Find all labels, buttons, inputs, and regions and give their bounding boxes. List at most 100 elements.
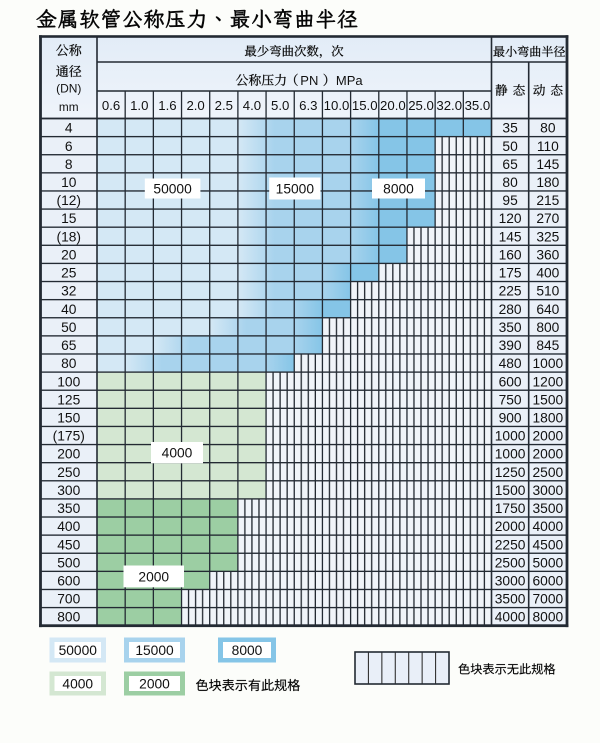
svg-text:4.0: 4.0: [243, 98, 261, 113]
svg-text:10.0: 10.0: [324, 98, 350, 113]
svg-text:1750: 1750: [495, 501, 526, 516]
svg-text:750: 750: [499, 392, 522, 407]
svg-text:175: 175: [499, 266, 522, 281]
svg-text:80: 80: [502, 175, 518, 190]
svg-text:6000: 6000: [532, 574, 563, 589]
svg-text:215: 215: [536, 193, 559, 208]
svg-text:50: 50: [502, 139, 518, 154]
svg-text:700: 700: [57, 592, 80, 607]
svg-text:3000: 3000: [532, 483, 563, 498]
svg-text:350: 350: [499, 320, 522, 335]
svg-text:25.0: 25.0: [408, 98, 434, 113]
svg-text:5000: 5000: [532, 555, 563, 570]
svg-text:120: 120: [499, 211, 522, 226]
svg-text:8000: 8000: [383, 181, 414, 196]
svg-text:100: 100: [57, 374, 80, 389]
svg-text:845: 845: [536, 338, 559, 353]
svg-text:110: 110: [537, 139, 559, 154]
svg-text:1500: 1500: [532, 392, 563, 407]
svg-text:20.0: 20.0: [380, 98, 406, 113]
svg-text:280: 280: [499, 302, 522, 317]
svg-text:900: 900: [499, 410, 522, 425]
svg-text:7000: 7000: [532, 592, 563, 607]
svg-text:6: 6: [65, 139, 73, 154]
svg-text:1800: 1800: [532, 410, 563, 425]
svg-text:80: 80: [61, 356, 77, 371]
svg-text:510: 510: [536, 284, 559, 299]
svg-text:PN: PN: [300, 73, 318, 88]
svg-text:3500: 3500: [532, 501, 563, 516]
svg-text:2500: 2500: [495, 555, 526, 570]
svg-text:1000: 1000: [532, 356, 563, 371]
svg-text:4: 4: [65, 121, 73, 136]
svg-text:1.6: 1.6: [158, 98, 176, 113]
svg-text:800: 800: [536, 320, 559, 335]
svg-text:1000: 1000: [495, 447, 526, 462]
svg-text:800: 800: [57, 610, 80, 625]
svg-text:225: 225: [499, 284, 522, 299]
svg-text:500: 500: [57, 555, 80, 570]
svg-text:270: 270: [536, 211, 559, 226]
svg-text:95: 95: [502, 193, 518, 208]
svg-text:150: 150: [57, 410, 80, 425]
svg-text:450: 450: [57, 537, 80, 552]
svg-text:250: 250: [57, 465, 80, 480]
svg-text:360: 360: [536, 247, 559, 262]
svg-text:65: 65: [502, 157, 518, 172]
svg-text:600: 600: [499, 374, 522, 389]
svg-text:1200: 1200: [532, 374, 563, 389]
svg-text:15000: 15000: [276, 181, 315, 196]
svg-text:65: 65: [61, 338, 77, 353]
svg-text:35: 35: [502, 121, 518, 136]
svg-text:8: 8: [65, 157, 73, 172]
svg-text:300: 300: [57, 483, 80, 498]
svg-text:390: 390: [499, 338, 522, 353]
svg-text:145: 145: [536, 157, 559, 172]
svg-text:mm: mm: [59, 100, 79, 114]
svg-text:32.0: 32.0: [436, 98, 462, 113]
svg-text:(DN): (DN): [56, 82, 81, 96]
svg-text:325: 325: [536, 229, 559, 244]
svg-text:8000: 8000: [232, 643, 263, 658]
svg-text:(18): (18): [56, 229, 81, 244]
svg-text:5.0: 5.0: [271, 98, 289, 113]
svg-text:200: 200: [57, 447, 80, 462]
svg-text:2000: 2000: [138, 569, 169, 584]
svg-text:15: 15: [61, 211, 77, 226]
svg-text:160: 160: [499, 247, 522, 262]
svg-text:40: 40: [61, 302, 77, 317]
svg-text:400: 400: [57, 519, 80, 534]
svg-text:0.6: 0.6: [102, 98, 120, 113]
svg-text:640: 640: [536, 302, 559, 317]
svg-text:180: 180: [536, 175, 559, 190]
svg-text:4500: 4500: [532, 537, 563, 552]
svg-text:125: 125: [57, 392, 80, 407]
svg-text:2000: 2000: [532, 447, 563, 462]
svg-text:15.0: 15.0: [352, 98, 378, 113]
svg-text:20: 20: [61, 247, 77, 262]
svg-text:1.0: 1.0: [130, 98, 148, 113]
svg-text:4000: 4000: [532, 519, 563, 534]
svg-text:35.0: 35.0: [465, 98, 491, 113]
svg-text:(175): (175): [53, 429, 85, 444]
svg-text:1500: 1500: [495, 483, 526, 498]
svg-text:25: 25: [61, 266, 77, 281]
svg-text:8000: 8000: [532, 610, 563, 625]
svg-text:2000: 2000: [495, 519, 526, 534]
svg-text:3500: 3500: [495, 592, 526, 607]
svg-text:2250: 2250: [495, 537, 526, 552]
svg-text:2.5: 2.5: [215, 98, 233, 113]
svg-text:50: 50: [61, 320, 77, 335]
svg-text:600: 600: [57, 574, 80, 589]
svg-text:145: 145: [499, 229, 522, 244]
svg-text:50000: 50000: [59, 643, 98, 658]
svg-text:2000: 2000: [532, 429, 563, 444]
svg-text:MPa: MPa: [336, 73, 364, 88]
svg-text:50000: 50000: [153, 181, 192, 196]
svg-text:2000: 2000: [139, 676, 170, 691]
svg-text:1000: 1000: [495, 429, 526, 444]
svg-text:(12): (12): [56, 193, 81, 208]
svg-text:480: 480: [499, 356, 522, 371]
svg-text:2.0: 2.0: [186, 98, 204, 113]
svg-text:350: 350: [57, 501, 80, 516]
